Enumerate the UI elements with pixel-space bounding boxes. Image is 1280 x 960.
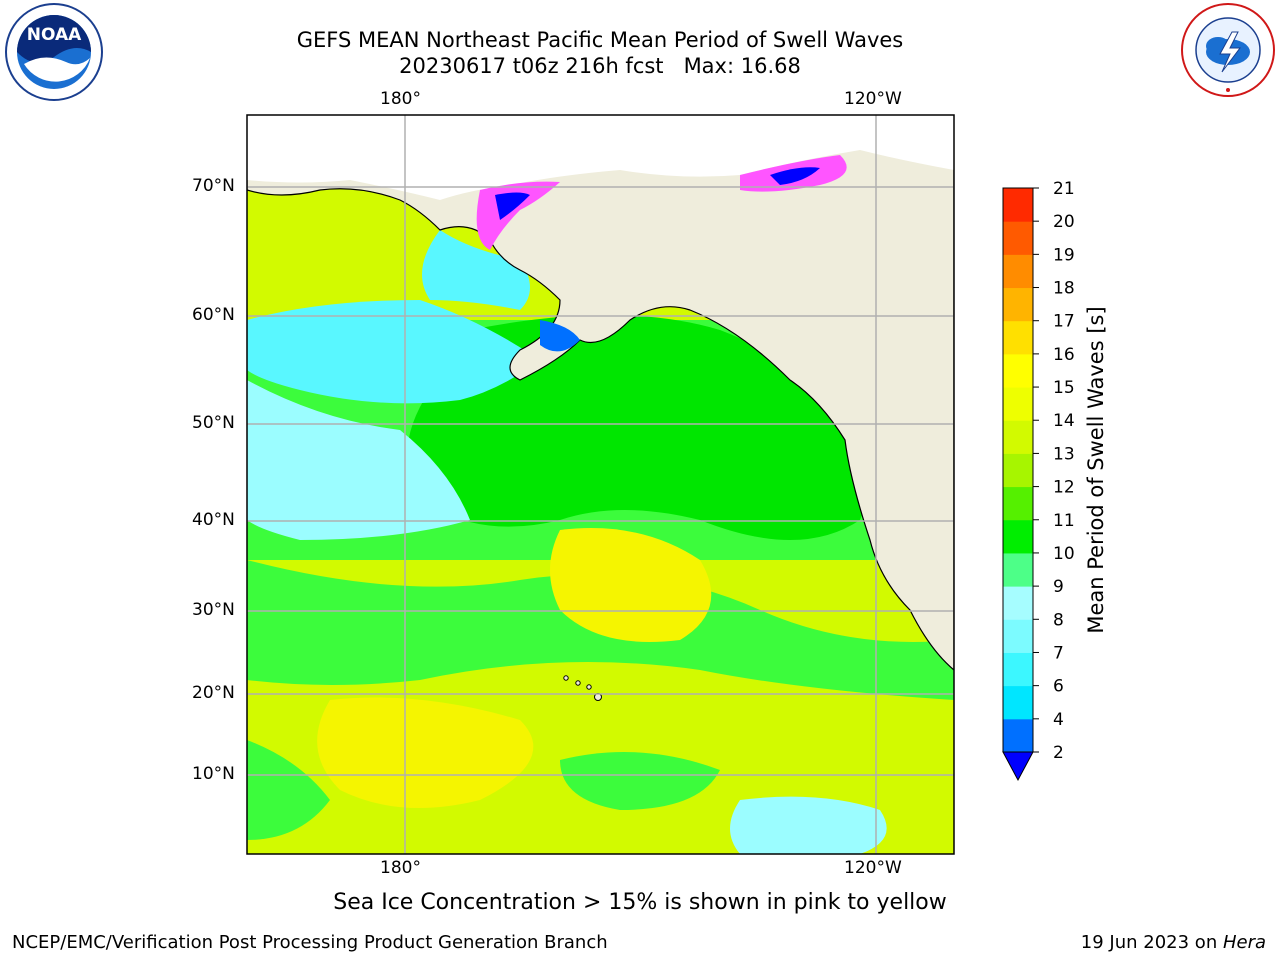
colorbar-segment [1003, 552, 1033, 587]
lon-label-bottom-120w: 120°W [844, 858, 902, 878]
colorbar-tick-label: 16 [1053, 345, 1075, 365]
lat-label-50n: 50°N [192, 413, 235, 433]
colorbar-tick-label: 2 [1053, 743, 1064, 763]
lon-label-top-180: 180° [380, 89, 421, 109]
colorbar: 2 4 6 7 8 9 10 11 12 13 14 15 16 17 18 19 20 21 [1002, 179, 1075, 782]
lon-label-top-120w: 120°W [844, 89, 902, 109]
colorbar-segment [1003, 586, 1033, 620]
lat-label-30n: 30°N [192, 600, 235, 620]
colorbar-tick-label: 18 [1053, 279, 1075, 299]
colorbar-tick-label: 6 [1053, 677, 1064, 697]
footer-branch: NCEP/EMC/Verification Post Processing Pr… [12, 932, 608, 953]
lat-label-70n: 70°N [192, 176, 235, 196]
colorbar-tick-label: 15 [1053, 378, 1075, 398]
title-line-1: GEFS MEAN Northeast Pacific Mean Period … [296, 28, 904, 52]
colorbar-segment [1003, 718, 1033, 753]
map-title: GEFS MEAN Northeast Pacific Mean Period … [0, 27, 1200, 79]
colorbar-label: Mean Period of Swell Waves [s] [1084, 306, 1108, 634]
colorbar-segment [1003, 221, 1033, 255]
colorbar-extend-arrow [1002, 751, 1034, 782]
colorbar-tick-label: 19 [1053, 245, 1075, 265]
colorbar-segment [1003, 353, 1033, 388]
colorbar-tick-label: 9 [1053, 577, 1064, 597]
colorbar-segment [1003, 685, 1033, 720]
colorbar-segment [1003, 652, 1033, 687]
colorbar-tick-label: 10 [1053, 544, 1075, 564]
colorbar-tick-label: 20 [1053, 212, 1075, 232]
footer-host: Hera [1222, 932, 1266, 953]
lat-label-10n: 10°N [192, 764, 235, 784]
noaa-logo-text: NOAA [27, 25, 82, 45]
colorbar-tick-label: 4 [1053, 710, 1064, 730]
colorbar-segment [1003, 453, 1033, 488]
lon-label-bottom-180: 180° [380, 858, 421, 878]
title-line-2: 20230617 t06z 216h fcst Max: 16.68 [399, 54, 801, 78]
lat-label-20n: 20°N [192, 683, 235, 703]
colorbar-tick-label: 7 [1053, 643, 1064, 663]
colorbar-segment [1003, 254, 1033, 289]
sea-ice-note: Sea Ice Concentration > 15% is shown in … [333, 890, 947, 915]
colorbar-segment [1003, 188, 1033, 222]
landmass [247, 115, 954, 671]
colorbar-tick-label: 11 [1053, 511, 1075, 531]
colorbar-tick-label: 17 [1053, 312, 1075, 332]
colorbar-segment [1003, 619, 1033, 653]
colorbar-tick-label: 21 [1053, 179, 1075, 199]
footer-date-text: 19 Jun 2023 on [1080, 932, 1223, 953]
colorbar-frame [1002, 187, 1034, 753]
colorbar-segment [1003, 320, 1033, 355]
colorbar-segment [1003, 387, 1033, 421]
map-frame [246, 114, 955, 855]
colorbar-segment [1003, 420, 1033, 454]
colorbar-tick-label: 12 [1053, 478, 1075, 498]
colorbar-segment [1003, 486, 1033, 521]
colorbar-tick-label: 8 [1053, 610, 1064, 630]
noaa-logo: NOAA [4, 2, 104, 102]
lat-label-40n: 40°N [192, 510, 235, 530]
nws-logo [1180, 2, 1276, 98]
footer-date: 19 Jun 2023 on Hera [1081, 932, 1266, 953]
colorbar-segment [1003, 287, 1033, 322]
graticule [247, 115, 954, 854]
colorbar-segment [1003, 519, 1033, 554]
lat-label-60n: 60°N [192, 305, 235, 325]
colorbar-tick-label: 13 [1053, 444, 1075, 464]
colorbar-tick-label: 14 [1053, 411, 1075, 431]
